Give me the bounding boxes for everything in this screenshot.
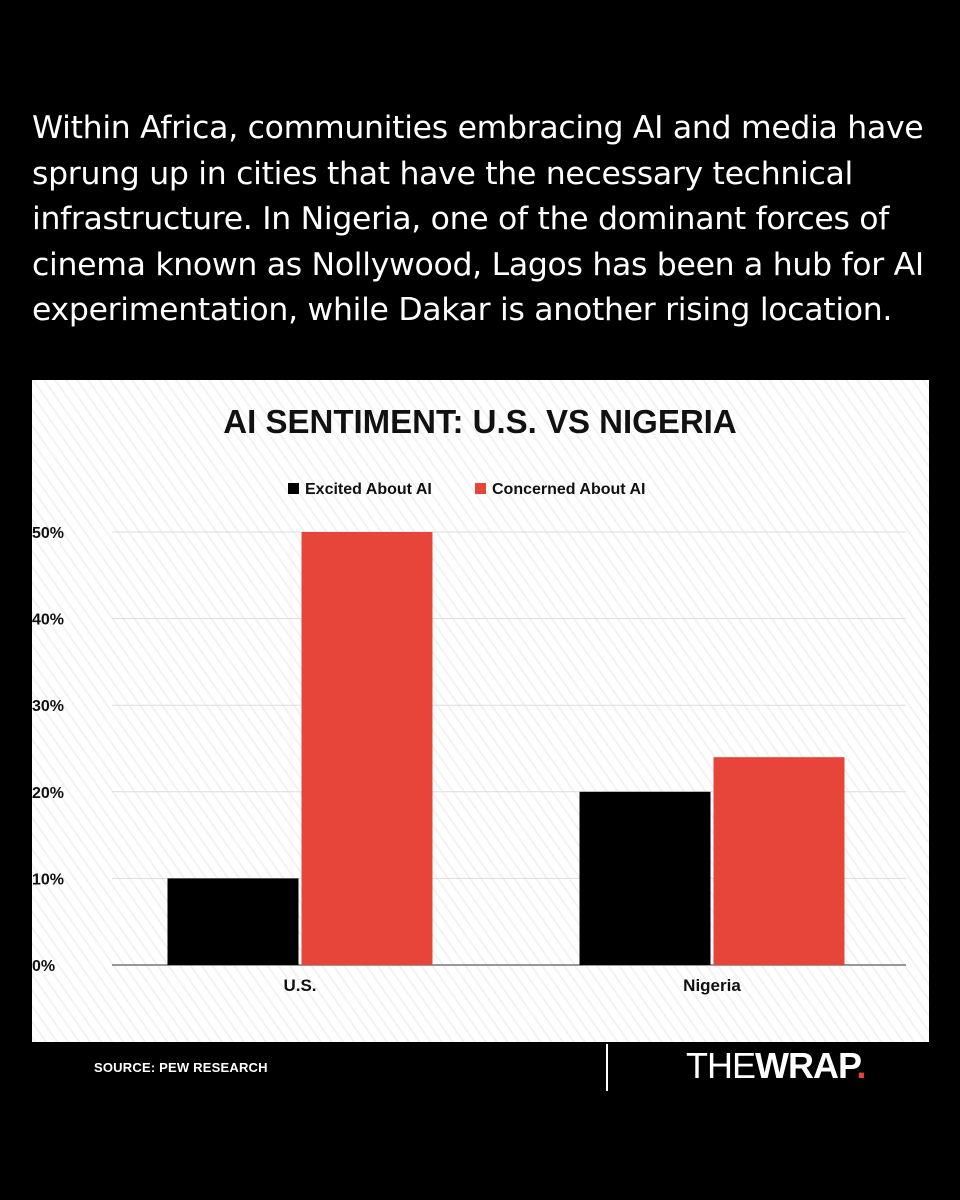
logo-wrap: WRAP [755,1045,857,1086]
footer-divider [606,1044,608,1091]
legend-label-1: Concerned About AI [492,481,645,498]
y-tick-label: 50% [32,525,64,542]
legend-swatch-0 [288,483,299,494]
bar-chart: AI SENTIMENT: U.S. VS NIGERIA Excited Ab… [32,380,929,1042]
y-tick-label: 0% [32,958,55,975]
intro-paragraph: Within Africa, communities embracing AI … [32,110,924,328]
chart-title: AI SENTIMENT: U.S. VS NIGERIA [223,403,736,440]
x-category-label: U.S. [283,976,316,995]
logo-dot: . [856,1045,866,1086]
thewrap-logo: THEWRAP. [686,1045,866,1086]
bar-nigeria-0 [579,791,711,965]
legend-swatch-1 [475,483,486,494]
y-tick-label: 20% [32,785,64,802]
source-note: SOURCE: PEW RESEARCH [94,1060,268,1075]
logo-the: THE [686,1045,756,1086]
y-tick-label: 40% [32,612,64,629]
bar-nigeria-1 [713,757,845,965]
legend-label-0: Excited About AI [305,481,432,498]
y-tick-label: 30% [32,698,64,715]
bar-us-0 [167,878,299,965]
y-axis-ticks: 0% 10% 20% 30% 40% 50% [32,525,64,975]
bar-us-1 [301,532,433,965]
x-axis-categories: U.S. Nigeria [283,976,741,995]
bars [167,532,845,965]
chart-panel: AI SENTIMENT: U.S. VS NIGERIA Excited Ab… [32,380,929,1042]
y-tick-label: 10% [32,871,64,888]
x-category-label: Nigeria [683,976,741,995]
legend: Excited About AI Concerned About AI [288,481,645,498]
